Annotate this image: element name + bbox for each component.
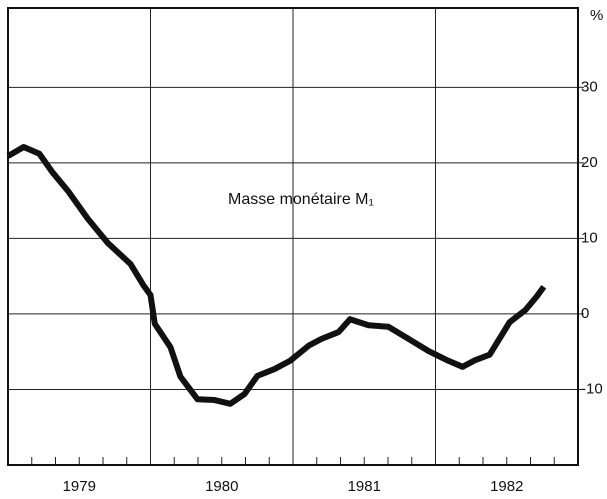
data-line bbox=[6, 143, 547, 407]
y-tick-label: -10 bbox=[581, 380, 603, 397]
y-tick-label: 30 bbox=[581, 78, 598, 95]
y-tick-label: 0 bbox=[581, 305, 589, 322]
x-tick-label: 1980 bbox=[205, 478, 238, 495]
x-tick-label: 1979 bbox=[63, 478, 96, 495]
y-tick-label: 20 bbox=[581, 154, 598, 171]
plot-frame bbox=[7, 7, 579, 466]
x-tick-label: 1981 bbox=[348, 478, 381, 495]
annotation: Masse monétaire M₁ bbox=[228, 191, 374, 208]
x-tick-label: 1982 bbox=[490, 478, 523, 495]
y-unit: % bbox=[590, 7, 603, 24]
y-tick-label: 10 bbox=[581, 229, 598, 246]
